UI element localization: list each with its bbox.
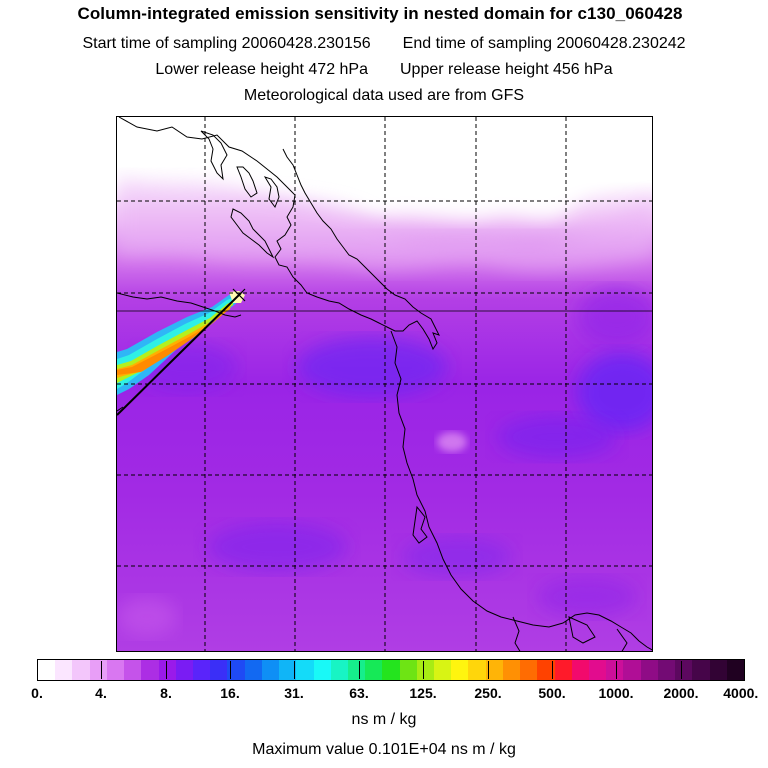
colorbar-segment <box>451 660 469 680</box>
colorbar-segment <box>38 660 56 680</box>
colorbar-segment <box>640 660 658 680</box>
lower-release-label: Lower release height 472 hPa <box>155 61 368 78</box>
colorbar-segment <box>227 660 245 680</box>
colorbar-segment <box>589 660 607 680</box>
colorbar-tick-label: 4000. <box>723 685 759 701</box>
max-value-label: Maximum value 0.101E+04 ns m / kg <box>252 741 516 758</box>
colorbar-segment <box>571 660 589 680</box>
colorbar-segment <box>554 660 572 680</box>
colorbar-segment <box>72 660 90 680</box>
colorbar-tick-label: 31. <box>284 685 304 701</box>
colorbar-tick-label: 0. <box>31 685 43 701</box>
colorbar-segment <box>175 660 193 680</box>
met-data-label: Meteorological data used are from GFS <box>243 87 525 104</box>
colorbar-tick-label: 8. <box>160 685 172 701</box>
sensitivity-map <box>116 116 653 652</box>
colorbar-tick-label: 125. <box>409 685 437 701</box>
colorbar-tick <box>616 661 617 679</box>
colorbar-tick-label: 500. <box>538 685 566 701</box>
start-time-label: Start time of sampling 20060428.230156 <box>82 35 371 52</box>
colorbar-tick <box>166 661 167 679</box>
upper-release-label: Upper release height 456 hPa <box>400 61 613 78</box>
colorbar-segment <box>89 660 107 680</box>
colorbar-segment <box>296 660 314 680</box>
colorbar-segment <box>520 660 538 680</box>
colorbar-segment <box>365 660 383 680</box>
colorbar-segment <box>675 660 693 680</box>
end-time-label: End time of sampling 20060428.230242 <box>402 35 686 52</box>
colorbar-segment <box>399 660 417 680</box>
flight-track <box>117 292 242 416</box>
colorbar-tick-label: 2000. <box>663 685 699 701</box>
colorbar-segment <box>537 660 555 680</box>
colorbar-segment <box>416 660 435 680</box>
figure-title: Column-integrated emission sensitivity i… <box>77 4 683 23</box>
colorbar-segment <box>244 660 262 680</box>
colorbar-segment <box>313 660 331 680</box>
colorbar-segment <box>382 660 400 680</box>
colorbar-tick <box>294 661 295 679</box>
colorbar-segment <box>261 660 280 680</box>
colorbar-segment <box>192 660 211 680</box>
release-point-marker <box>232 288 246 302</box>
colorbar-tick <box>681 661 682 679</box>
colorbar-tick-label: 63. <box>349 685 369 701</box>
colorbar-segment <box>726 660 744 680</box>
colorbar-segment <box>709 660 727 680</box>
colorbar-tick-label: 16. <box>220 685 240 701</box>
colorbar-segment <box>158 660 176 680</box>
colorbar-segment <box>106 660 125 680</box>
colorbar-segment <box>55 660 73 680</box>
colorbar-segment <box>330 660 348 680</box>
colorbar-tick <box>101 661 102 679</box>
colorbar-segment <box>485 660 503 680</box>
colorbar-tick-label: 250. <box>474 685 502 701</box>
colorbar-segment <box>210 660 228 680</box>
map-canvas <box>117 117 652 651</box>
colorbar-units: ns m / kg <box>351 711 417 728</box>
colorbar-segment <box>279 660 297 680</box>
colorbar-tick <box>423 661 424 679</box>
colorbar-segment <box>623 660 641 680</box>
colorbar-segment <box>606 660 624 680</box>
colorbar-segment <box>347 660 366 680</box>
colorbar-segment <box>434 660 452 680</box>
colorbar-segment <box>692 660 710 680</box>
colorbar-segment <box>468 660 486 680</box>
colorbar-segment <box>657 660 676 680</box>
emission-plume <box>117 291 245 395</box>
colorbar-tick-label: 4. <box>95 685 107 701</box>
sensitivity-patch <box>577 352 652 432</box>
sensitivity-patch <box>297 337 447 397</box>
colorbar-tick <box>488 661 489 679</box>
release-height-row: Lower release height 472 hPa Upper releas… <box>0 61 768 79</box>
colorbar-tick <box>552 661 553 679</box>
colorbar-segment <box>124 660 142 680</box>
colorbar-tick <box>230 661 231 679</box>
colorbar <box>37 659 745 681</box>
sampling-time-row: Start time of sampling 20060428.230156 En… <box>0 35 768 53</box>
colorbar-segment <box>502 660 521 680</box>
colorbar-tick <box>359 661 360 679</box>
coastline <box>117 117 652 651</box>
map-grid <box>117 117 652 651</box>
colorbar-tick-label: 1000. <box>598 685 634 701</box>
colorbar-segment <box>141 660 159 680</box>
